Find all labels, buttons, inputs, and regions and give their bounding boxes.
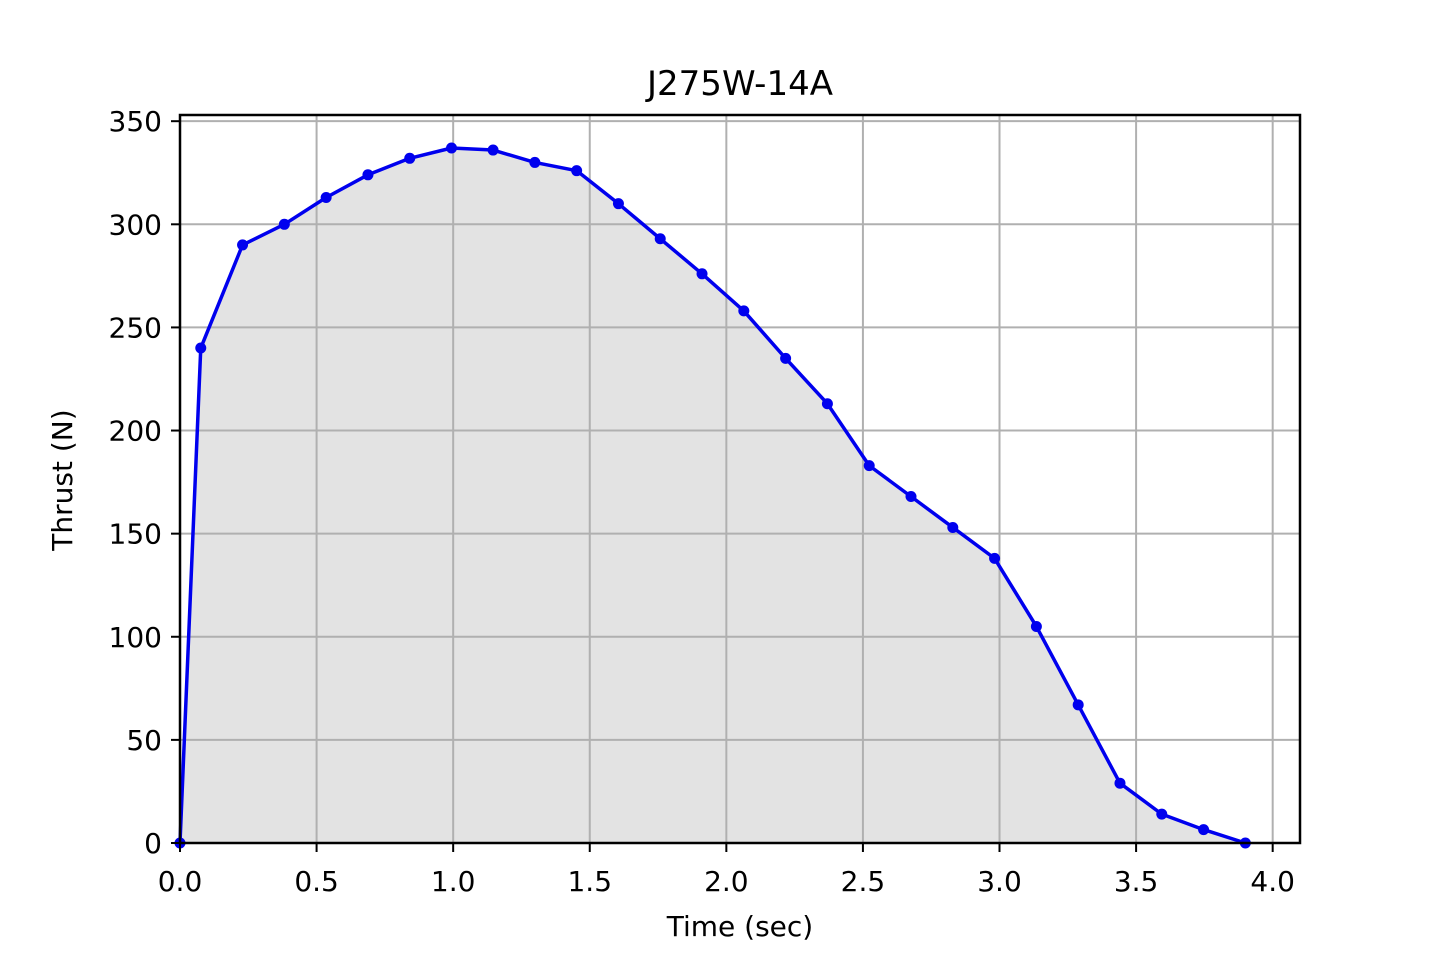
data-point [863,460,875,472]
data-point [571,165,583,177]
x-tick-label: 3.5 [1114,865,1159,898]
plot-area: 0.0 0.5 1.0 1.5 2.0 2.5 3.0 3.5 4.0 0 50 100 150 200 2… [109,105,1302,898]
data-point [1030,620,1042,632]
data-point [696,268,708,280]
data-point [654,233,666,245]
data-point [1156,808,1168,820]
data-point [529,156,541,168]
x-tick-label: 3.0 [977,865,1022,898]
y-tick-label: 50 [126,724,162,757]
data-point [404,152,416,164]
data-point [278,218,290,230]
y-tick-label: 300 [109,208,162,241]
data-point [320,191,332,203]
y-tick-label: 100 [109,621,162,654]
x-tick-label: 2.5 [841,865,886,898]
thrust-area-fill [180,147,1246,843]
data-point [1198,824,1210,836]
y-tick-label: 250 [109,311,162,344]
data-point [612,198,624,210]
data-point [195,342,207,354]
x-axis-label: Time (sec) [666,910,813,943]
data-point [1072,699,1084,711]
data-point [947,521,959,533]
x-tick-label: 1.0 [431,865,476,898]
data-point [821,398,833,410]
data-point [237,239,249,251]
x-tick-label: 1.5 [567,865,612,898]
data-point [1114,777,1126,789]
y-axis-label: Thrust (N) [46,409,79,551]
x-tick-label: 0.5 [294,865,339,898]
data-point [362,169,374,181]
axes-frame [178,113,1302,845]
data-point [780,352,792,364]
data-point [487,144,499,156]
y-tick-label: 0 [144,827,162,860]
x-tick-label: 2.0 [704,865,749,898]
y-tick-label: 200 [109,415,162,448]
data-point [905,491,917,503]
x-tick-label: 4.0 [1250,865,1295,898]
chart-title: J275W-14A [645,64,833,104]
y-tick-label: 150 [109,518,162,551]
x-tick-label: 0.0 [158,865,203,898]
data-point [989,552,1001,564]
data-point [446,142,458,154]
data-point [738,305,750,317]
y-tick-label: 350 [109,105,162,138]
